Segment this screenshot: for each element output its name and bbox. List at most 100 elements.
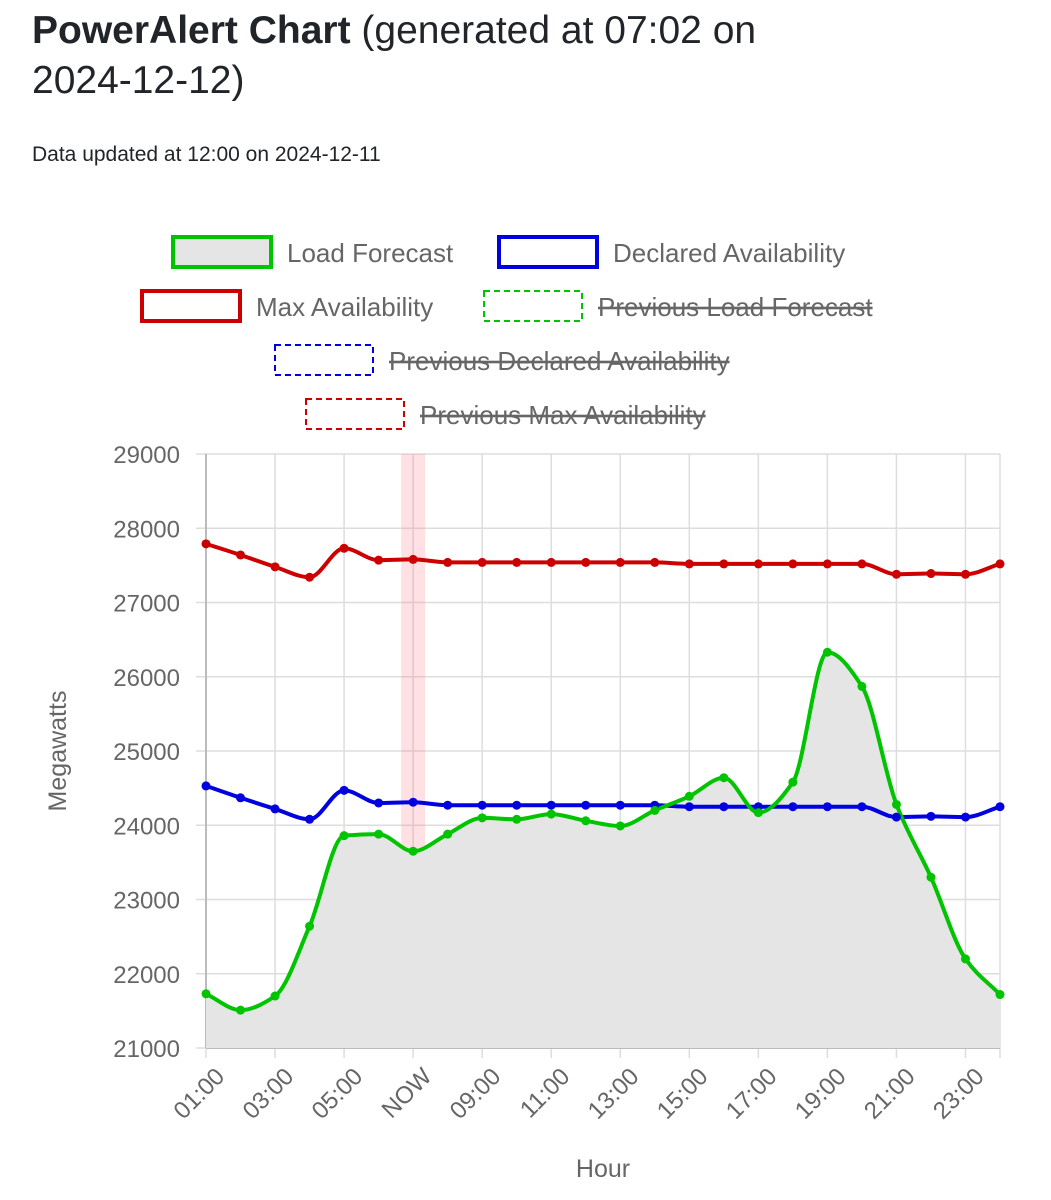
point-load-forecast[interactable] (753, 808, 763, 818)
y-tick-label: 25000 (113, 739, 180, 766)
x-tick-label: 17:00 (721, 1063, 783, 1125)
point-load-forecast[interactable] (822, 647, 832, 657)
point-load-forecast[interactable] (719, 773, 729, 783)
generated-at: (generated at 07:02 on (361, 9, 757, 52)
point-declared-availability[interactable] (684, 802, 694, 812)
point-load-forecast[interactable] (857, 681, 867, 691)
point-declared-availability[interactable] (201, 781, 211, 791)
point-max-availability[interactable] (477, 557, 487, 567)
point-load-forecast[interactable] (581, 816, 591, 826)
point-declared-availability[interactable] (891, 812, 901, 822)
y-tick-label: 29000 (113, 442, 180, 469)
point-declared-availability[interactable] (719, 802, 729, 812)
point-declared-availability[interactable] (546, 800, 556, 810)
point-declared-availability[interactable] (477, 800, 487, 810)
point-max-availability[interactable] (684, 559, 694, 569)
legend-swatch-previous-load-forecast[interactable] (483, 290, 583, 322)
point-load-forecast[interactable] (374, 829, 384, 839)
y-tick-label: 28000 (113, 516, 180, 543)
point-max-availability[interactable] (512, 557, 522, 567)
point-max-availability[interactable] (305, 572, 315, 582)
point-load-forecast[interactable] (615, 821, 625, 831)
point-declared-availability[interactable] (305, 814, 315, 824)
point-declared-availability[interactable] (615, 800, 625, 810)
point-max-availability[interactable] (719, 559, 729, 569)
legend-label-previous-declared-availability[interactable]: Previous Declared Availability (389, 346, 730, 376)
page-title: PowerAlert Chart (generated at 07:02 on (32, 6, 1022, 56)
x-axis-title: Hour (576, 1155, 630, 1183)
x-tick-label: 03:00 (238, 1063, 300, 1125)
point-load-forecast[interactable] (236, 1005, 246, 1015)
point-max-availability[interactable] (650, 557, 660, 567)
point-load-forecast[interactable] (926, 872, 936, 882)
point-load-forecast[interactable] (201, 989, 211, 999)
point-declared-availability[interactable] (788, 802, 798, 812)
point-load-forecast[interactable] (650, 805, 660, 815)
point-load-forecast[interactable] (443, 829, 453, 839)
point-load-forecast[interactable] (891, 799, 901, 809)
x-tick-label: 15:00 (652, 1063, 714, 1125)
point-max-availability[interactable] (201, 539, 211, 549)
point-max-availability[interactable] (615, 557, 625, 567)
legend-label-previous-load-forecast[interactable]: Previous Load Forecast (598, 292, 873, 322)
point-declared-availability[interactable] (408, 797, 418, 807)
point-max-availability[interactable] (891, 569, 901, 579)
point-max-availability[interactable] (995, 559, 1005, 569)
series-points (201, 539, 1005, 1015)
legend-swatch-max-availability[interactable] (140, 289, 242, 323)
point-declared-availability[interactable] (926, 811, 936, 821)
legend-swatch-previous-declared-availability[interactable] (274, 344, 374, 376)
point-max-availability[interactable] (926, 569, 936, 579)
point-load-forecast[interactable] (477, 813, 487, 823)
legend-label-previous-max-availability[interactable]: Previous Max Availability (420, 400, 706, 430)
legend-swatch-declared-availability[interactable] (497, 235, 599, 269)
point-max-availability[interactable] (408, 554, 418, 564)
point-max-availability[interactable] (374, 555, 384, 565)
point-load-forecast[interactable] (788, 777, 798, 787)
point-declared-availability[interactable] (960, 812, 970, 822)
legend-swatch-load-forecast[interactable] (171, 235, 273, 269)
legend-label-max-availability[interactable]: Max Availability (256, 292, 433, 322)
point-max-availability[interactable] (960, 569, 970, 579)
point-max-availability[interactable] (546, 557, 556, 567)
point-load-forecast[interactable] (408, 846, 418, 856)
x-tick-label: 21:00 (859, 1063, 921, 1125)
legend-label-load-forecast[interactable]: Load Forecast (287, 238, 454, 268)
x-tick-label: 09:00 (445, 1063, 507, 1125)
point-max-availability[interactable] (753, 559, 763, 569)
point-max-availability[interactable] (822, 559, 832, 569)
point-declared-availability[interactable] (236, 793, 246, 803)
point-max-availability[interactable] (236, 550, 246, 560)
legend-label-declared-availability[interactable]: Declared Availability (613, 238, 845, 268)
chart-legend: Load Forecast Declared Availability Max Av… (140, 235, 873, 430)
point-max-availability[interactable] (339, 543, 349, 553)
point-max-availability[interactable] (581, 557, 591, 567)
point-declared-availability[interactable] (270, 804, 280, 814)
point-load-forecast[interactable] (546, 809, 556, 819)
point-declared-availability[interactable] (512, 800, 522, 810)
point-declared-availability[interactable] (857, 802, 867, 812)
point-load-forecast[interactable] (684, 791, 694, 801)
point-load-forecast[interactable] (995, 990, 1005, 1000)
point-max-availability[interactable] (788, 559, 798, 569)
point-declared-availability[interactable] (995, 802, 1005, 812)
point-declared-availability[interactable] (339, 785, 349, 795)
x-axis: 01:00 03:00 05:00 NOW 09:00 11:00 13:00 15:00 17… (169, 1063, 990, 1125)
point-load-forecast[interactable] (270, 991, 280, 1001)
point-declared-availability[interactable] (581, 800, 591, 810)
page-header: PowerAlert Chart (generated at 07:02 on … (32, 6, 1022, 106)
point-load-forecast[interactable] (305, 921, 315, 931)
point-load-forecast[interactable] (339, 831, 349, 841)
point-max-availability[interactable] (443, 557, 453, 567)
point-declared-availability[interactable] (374, 798, 384, 808)
legend-swatch-previous-max-availability[interactable] (305, 398, 405, 430)
y-tick-label: 21000 (113, 1036, 180, 1063)
point-max-availability[interactable] (857, 559, 867, 569)
point-load-forecast[interactable] (512, 814, 522, 824)
point-declared-availability[interactable] (822, 802, 832, 812)
x-tick-label: 23:00 (928, 1063, 990, 1125)
point-declared-availability[interactable] (443, 800, 453, 810)
point-max-availability[interactable] (270, 562, 280, 572)
point-load-forecast[interactable] (960, 954, 970, 964)
